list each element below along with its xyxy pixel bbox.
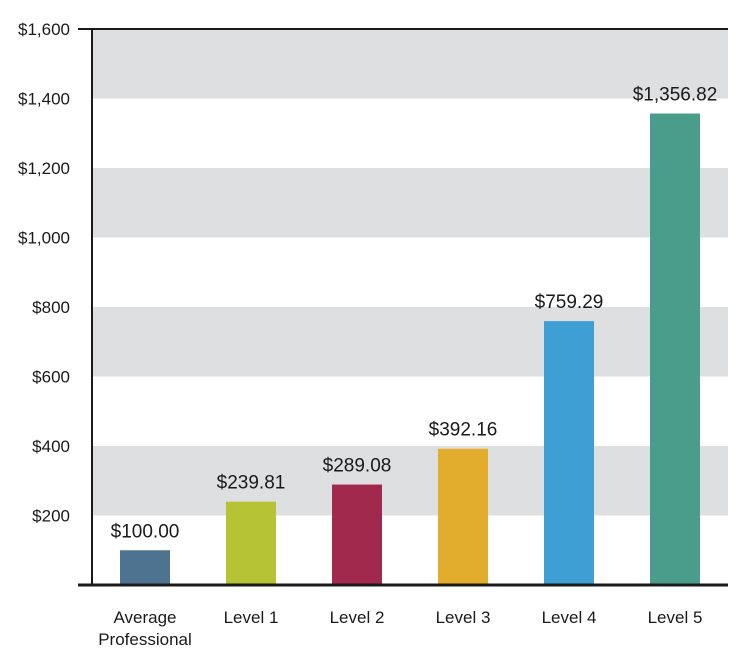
grid-band [92,29,728,99]
x-tick-label: Level 2 [330,608,385,627]
grid-band [92,307,728,377]
grid-band [92,446,728,516]
x-tick-label: Average Professional [98,608,192,649]
bar [438,448,488,585]
y-axis-ticks: $200 $400 $600 $800 $1,000 $1,200 $1,400 $1,600 [18,20,70,526]
bar [120,550,170,585]
y-tick-label: $400 [32,437,70,456]
grid-band [92,168,728,238]
data-label: $100.00 [111,521,180,542]
bar [544,321,594,585]
bars [120,113,700,585]
y-tick-label: $200 [32,507,70,526]
x-tick-label-line: Level 3 [436,608,491,627]
bar [332,484,382,585]
x-tick-label: Level 1 [224,608,279,627]
x-tick-label: Level 5 [648,608,703,627]
x-tick-label-line: Professional [98,630,192,649]
data-label: $759.29 [535,292,604,313]
x-tick-label-line: Average [113,608,176,627]
data-label: $1,356.82 [633,85,718,106]
x-tick-label-line: Level 4 [542,608,597,627]
x-tick-label-line: Level 2 [330,608,385,627]
data-label: $289.08 [323,456,392,477]
y-tick-label: $600 [32,368,70,387]
x-tick-label: Level 3 [436,608,491,627]
data-label: $239.81 [217,473,286,494]
y-tick-label: $800 [32,298,70,317]
x-tick-label-line: Level 5 [648,608,703,627]
x-tick-label-line: Level 1 [224,608,279,627]
x-tick-label: Level 4 [542,608,597,627]
y-tick-label: $1,400 [18,90,70,109]
bar [226,501,276,585]
y-tick-label: $1,200 [18,159,70,178]
x-axis-labels: Average Professional Level 1 Level 2 Level 3… [98,608,702,649]
y-tick-label: $1,600 [18,20,70,39]
grid-bands [92,29,728,516]
value-labels: $100.00 $239.81 $289.08 $392.16 $759.29 $1,35… [111,85,718,543]
y-tick-label: $1,000 [18,229,70,248]
bar [650,113,700,585]
data-label: $392.16 [429,420,498,441]
